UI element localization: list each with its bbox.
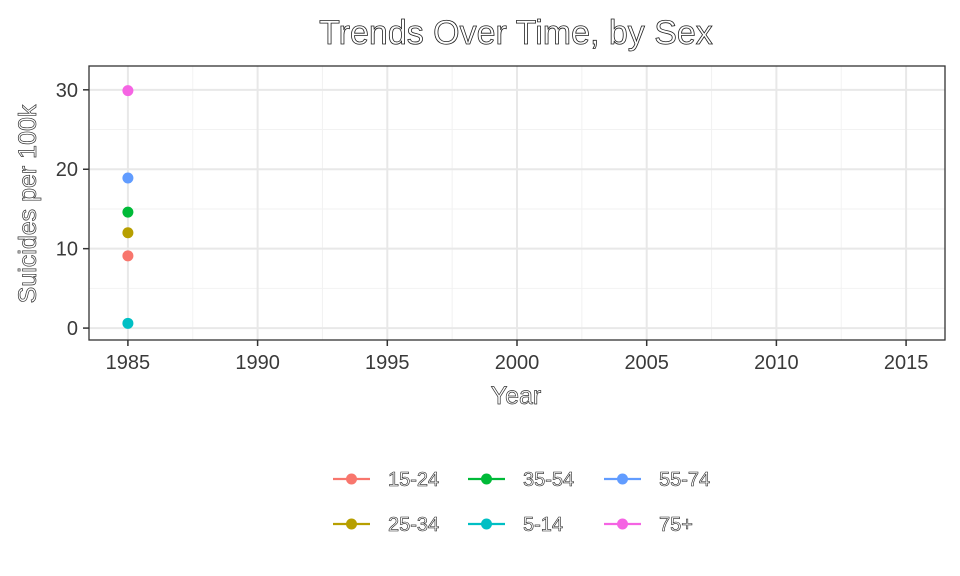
x-tick-label: 2015 — [884, 352, 929, 374]
y-tick-label: 20 — [56, 159, 78, 181]
x-axis: 1985 1990 1995 2000 2005 2010 2015 — [106, 340, 929, 374]
legend-label: 15-24 — [388, 469, 439, 491]
legend-item-35-54: 35-54 — [468, 469, 574, 491]
y-tick-label: 0 — [67, 318, 78, 340]
x-tick-label: 1990 — [235, 352, 280, 374]
y-axis-title: Suicides per 100k — [14, 104, 42, 303]
legend-label: 25-34 — [388, 514, 439, 536]
data-point-55-74 — [122, 172, 134, 184]
y-tick-label: 10 — [56, 239, 78, 261]
legend-item-15-24: 15-24 — [333, 469, 439, 491]
x-tick-label: 1985 — [106, 352, 151, 374]
data-point-15-24 — [122, 250, 134, 262]
legend-key-point — [346, 518, 357, 530]
legend-label: 55-74 — [659, 469, 710, 491]
legend-item-55-74: 55-74 — [604, 469, 710, 491]
legend-key-point — [346, 473, 357, 485]
x-tick-label: 1995 — [365, 352, 410, 374]
legend-item-75+: 75+ — [604, 514, 693, 536]
legend-label: 5-14 — [523, 514, 563, 536]
legend-key-point — [617, 518, 628, 530]
data-points — [122, 85, 134, 329]
x-axis-title: Year — [491, 382, 542, 410]
legend-key-point — [481, 473, 492, 485]
legend: 15-24 25-34 35-54 5-14 55-74 75+ — [333, 469, 710, 536]
legend-item-5-14: 5-14 — [468, 514, 563, 536]
data-point-35-54 — [122, 206, 134, 218]
x-tick-label: 2010 — [754, 352, 799, 374]
plot-panel — [88, 65, 946, 341]
legend-key-point — [617, 473, 628, 485]
x-tick-label: 2000 — [495, 352, 540, 374]
y-axis: 0 10 20 30 — [56, 80, 89, 340]
legend-item-25-34: 25-34 — [333, 514, 439, 536]
data-point-75+ — [122, 85, 134, 97]
data-point-25-34 — [122, 227, 134, 239]
y-tick-label: 30 — [56, 80, 78, 102]
x-tick-label: 2005 — [624, 352, 669, 374]
legend-key-point — [481, 518, 492, 530]
legend-label: 75+ — [659, 514, 693, 536]
chart-title: Trends Over Time, by Sex — [319, 14, 713, 52]
data-point-5-14 — [122, 317, 134, 329]
legend-label: 35-54 — [523, 469, 574, 491]
